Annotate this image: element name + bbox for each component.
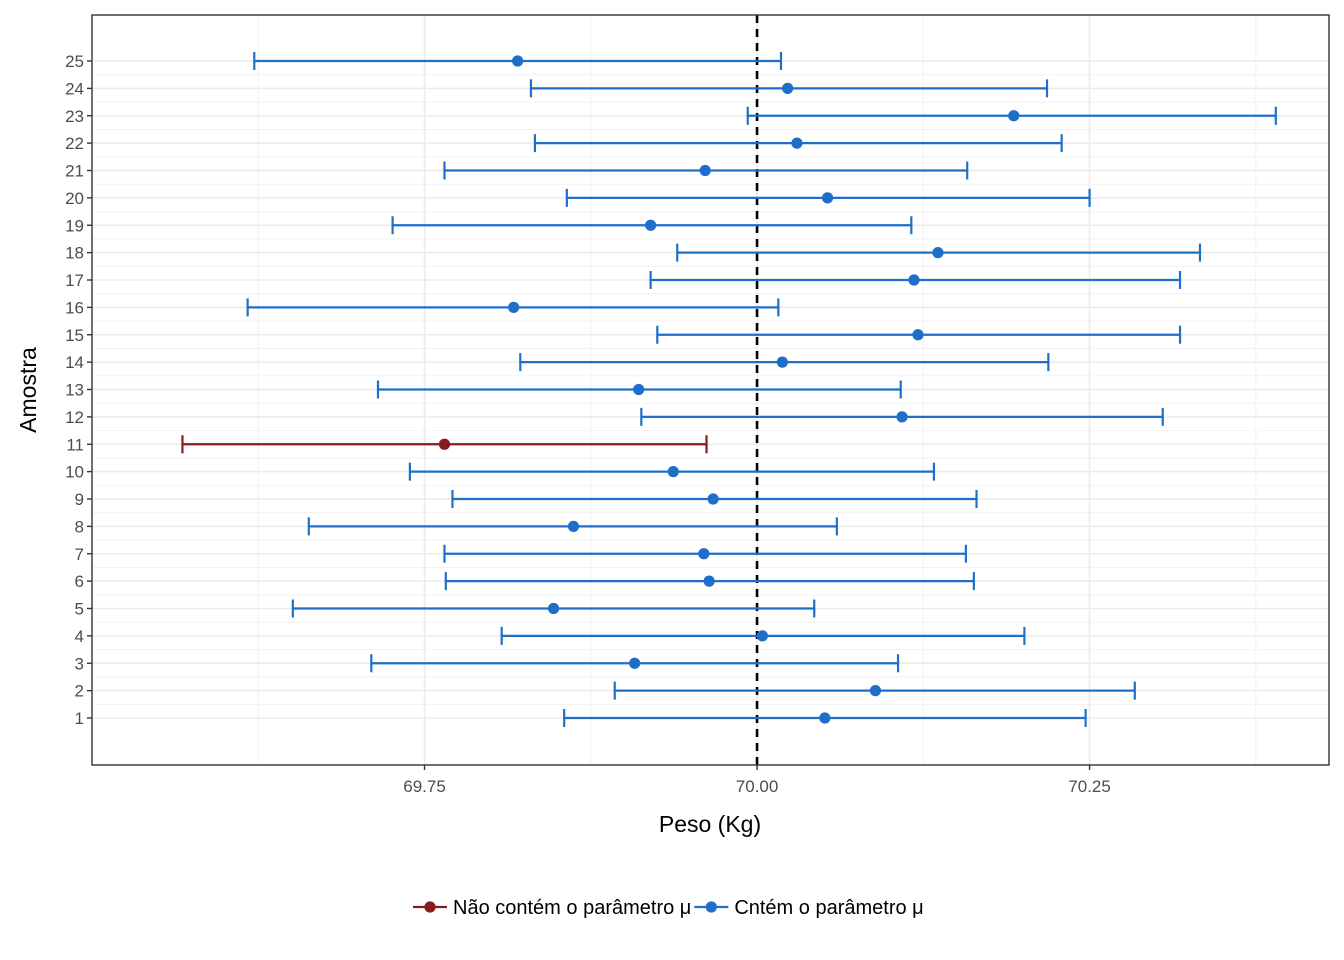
x-tick-label: 70.00 [736,777,779,796]
y-axis-title: Amostra [15,347,41,433]
mean-point [633,383,645,396]
mean-point [508,301,520,313]
error-bar-sample-22 [533,134,1063,153]
mean-point [932,247,944,259]
mean-point [629,657,641,669]
y-tick-label: 8 [75,517,84,536]
error-bar-sample-19 [391,216,913,235]
y-tick-label: 21 [65,162,84,181]
mean-point [567,520,580,532]
error-bar-sample-15 [656,325,1182,344]
y-tick-label: 12 [65,408,84,427]
x-axis-ticks: 69.75 70.00 70.25 [403,765,1111,796]
mean-point [869,685,882,697]
y-tick-label: 13 [65,381,84,400]
mean-point [896,411,908,423]
mean-point [512,55,524,67]
y-tick-label: 17 [65,271,84,290]
mean-point [667,466,679,478]
y-tick-label: 22 [65,134,84,153]
mean-point [776,356,788,368]
mean-point [698,548,710,560]
y-tick-label: 14 [65,353,84,372]
error-bar-sample-3 [370,654,900,673]
error-bar-sample-16 [246,298,780,317]
mean-point [782,82,794,94]
error-bar-sample-7 [443,544,967,563]
error-bar-sample-5 [291,599,816,618]
x-tick-label: 69.75 [403,777,446,796]
legend-key-point [705,901,717,913]
error-bar-sample-12 [640,407,1164,426]
legend-label: Não contém o parâmetro μ [453,897,691,919]
error-bar-sample-10 [408,462,936,481]
mean-point [756,630,768,642]
y-tick-label: 9 [75,490,84,509]
error-bar-sample-9 [451,490,978,508]
mean-point [645,219,657,231]
error-bar-sample-14 [519,353,1050,372]
mean-point [821,192,834,204]
mean-point [1008,110,1020,122]
mean-point [912,329,924,341]
mean-point [547,602,560,615]
mean-point [908,274,920,286]
y-tick-label: 16 [65,298,84,317]
y-tick-label: 11 [66,435,84,454]
y-tick-label: 5 [75,600,84,619]
y-tick-label: 20 [65,189,84,208]
y-tick-label: 15 [65,326,84,345]
mean-point [791,137,803,149]
mean-point [699,164,711,177]
y-tick-label: 4 [75,627,84,646]
error-bar-sample-18 [676,243,1202,262]
x-tick-label: 70.25 [1068,777,1111,796]
y-tick-label: 25 [65,52,84,71]
error-bar-sample-25 [253,52,783,70]
error-bar-sample-24 [529,79,1049,98]
mean-point [707,493,719,505]
error-bar-sample-23 [746,106,1277,125]
y-tick-label: 18 [65,244,84,263]
error-bar-sample-1 [563,709,1087,727]
y-tick-label: 1 [75,709,84,728]
error-bar-sample-4 [500,626,1026,645]
legend-item: Não contém o parâmetro μ [413,897,691,919]
error-bar-sample-17 [649,271,1182,289]
legend: Não contém o parâmetro μ Cntém o parâmetr… [413,897,924,919]
legend-item: Cntém o parâmetro μ [694,897,924,919]
series-group [181,52,1277,727]
error-bar-sample-6 [444,572,975,591]
x-axis-title: Peso (Kg) [659,811,761,837]
y-tick-label: 3 [75,654,84,673]
legend-label: Cntém o parâmetro μ [734,897,923,919]
error-bar-sample-11 [181,435,708,454]
legend-key-point [424,901,436,913]
y-axis-ticks: 1234567891011121314151617181920212223242… [65,52,92,728]
error-bar-sample-20 [565,188,1091,207]
y-tick-label: 10 [65,463,84,482]
error-bar-sample-8 [307,517,838,536]
y-tick-label: 24 [65,79,84,98]
y-tick-label: 2 [75,682,84,701]
mean-point [703,575,715,587]
y-tick-label: 19 [65,216,84,235]
y-tick-label: 6 [75,572,84,591]
mean-point [819,712,831,724]
y-tick-label: 23 [65,107,84,126]
mean-point [438,438,451,450]
error-bar-sample-2 [613,681,1136,700]
y-tick-label: 7 [75,545,84,564]
error-bar-sample-13 [376,380,902,399]
error-bar-sample-21 [443,161,969,180]
